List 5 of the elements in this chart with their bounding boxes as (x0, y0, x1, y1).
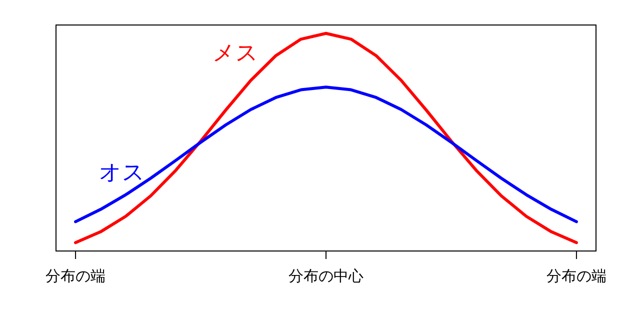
x-tick-label: 分布の中心 (288, 267, 364, 285)
series-label: メス (212, 40, 259, 66)
series-label: オス (99, 160, 146, 186)
x-tick-label: 分布の端 (546, 267, 606, 285)
x-tick-label: 分布の端 (46, 267, 106, 285)
